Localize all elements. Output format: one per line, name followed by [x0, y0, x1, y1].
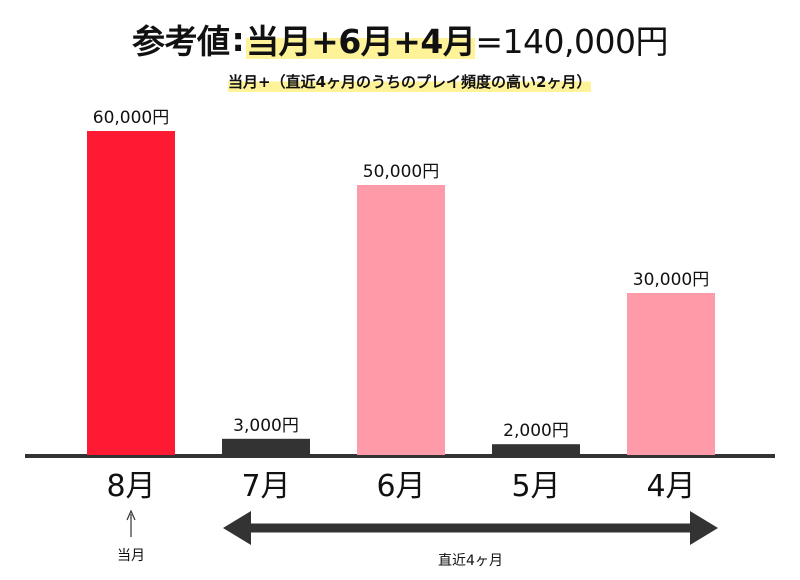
x-tick-label-1: 8月	[106, 469, 155, 504]
chart-subtitle: 当月+（直近4ヶ月のうちのプレイ頻度の高い2ヶ月）	[228, 70, 592, 94]
data-label-1: 60,000円	[93, 108, 169, 128]
chart-title: 参考値 : 当月+6月+4月 =140,000円	[0, 15, 800, 63]
recent-months-annotation: 直近4ヶ月	[438, 552, 503, 569]
data-label-4: 2,000円	[503, 421, 569, 441]
bar-3	[357, 185, 445, 455]
recent-months-arrow-right-head	[690, 511, 718, 545]
recent-months-arrow-left-head	[223, 511, 251, 545]
bar-1	[87, 131, 175, 455]
bar-4	[492, 444, 580, 455]
data-label-5: 30,000円	[633, 270, 709, 290]
bar-2	[222, 438, 310, 455]
x-tick-label-5: 4月	[646, 469, 695, 504]
title-label: 参考値	[131, 22, 230, 61]
current-month-annotation: 当月	[117, 548, 145, 564]
x-tick-label-2: 7月	[241, 469, 290, 504]
data-label-3: 50,000円	[363, 162, 439, 182]
title-highlight-formula: 当月+6月+4月	[246, 15, 476, 63]
data-label-2: 3,000円	[233, 416, 299, 436]
bar-5	[627, 293, 715, 455]
x-tick-label-4: 5月	[511, 469, 560, 504]
title-separator: :	[231, 19, 245, 59]
current-month-arrow-head	[126, 509, 136, 521]
title-total: =140,000円	[475, 22, 669, 61]
x-tick-label-3: 6月	[376, 469, 425, 504]
